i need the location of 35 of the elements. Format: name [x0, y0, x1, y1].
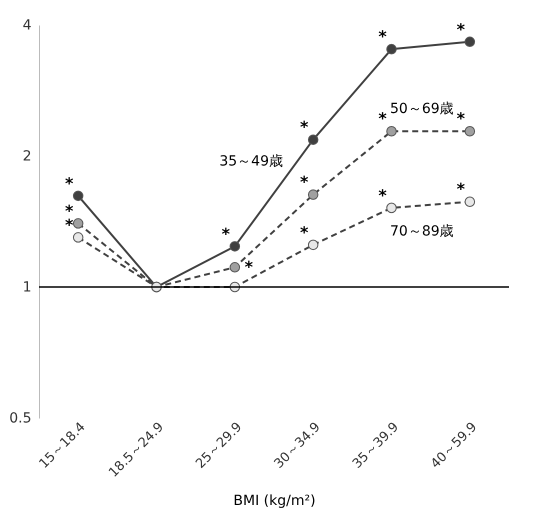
- point: [308, 189, 318, 200]
- point: [464, 196, 476, 207]
- annotation: *: [300, 118, 309, 137]
- point: [386, 126, 397, 136]
- point: [464, 36, 476, 48]
- point: [386, 44, 397, 54]
- y-tick-label: 2: [22, 148, 32, 164]
- annotation: *: [300, 222, 309, 242]
- annotation: *: [456, 109, 466, 128]
- annotation: *: [456, 180, 466, 199]
- point: [72, 232, 84, 243]
- annotation: *: [378, 186, 388, 205]
- annotation: *: [378, 27, 388, 46]
- series-label: 70～89歳: [390, 224, 454, 240]
- point: [308, 240, 318, 250]
- point: [230, 262, 240, 273]
- annotation: *: [244, 257, 254, 276]
- series-label: 50～69歳: [390, 101, 454, 118]
- annotation: *: [222, 224, 231, 244]
- annotation: *: [378, 109, 388, 128]
- series-label: 35～49歳: [219, 154, 283, 170]
- point: [308, 134, 318, 145]
- annotation: *: [64, 174, 74, 193]
- point: [72, 218, 84, 229]
- y-tick-label: 1: [22, 280, 32, 296]
- annotation: *: [300, 172, 309, 192]
- point: [72, 190, 84, 202]
- y-tick-label: 4: [22, 18, 32, 34]
- y-tick-label: 0.5: [9, 410, 32, 426]
- point: [230, 241, 240, 252]
- point: [464, 126, 476, 136]
- x-axis-title: BMI (kg/m²): [233, 492, 316, 509]
- point: [386, 202, 397, 214]
- annotation: *: [456, 20, 466, 39]
- annotation: *: [64, 215, 74, 234]
